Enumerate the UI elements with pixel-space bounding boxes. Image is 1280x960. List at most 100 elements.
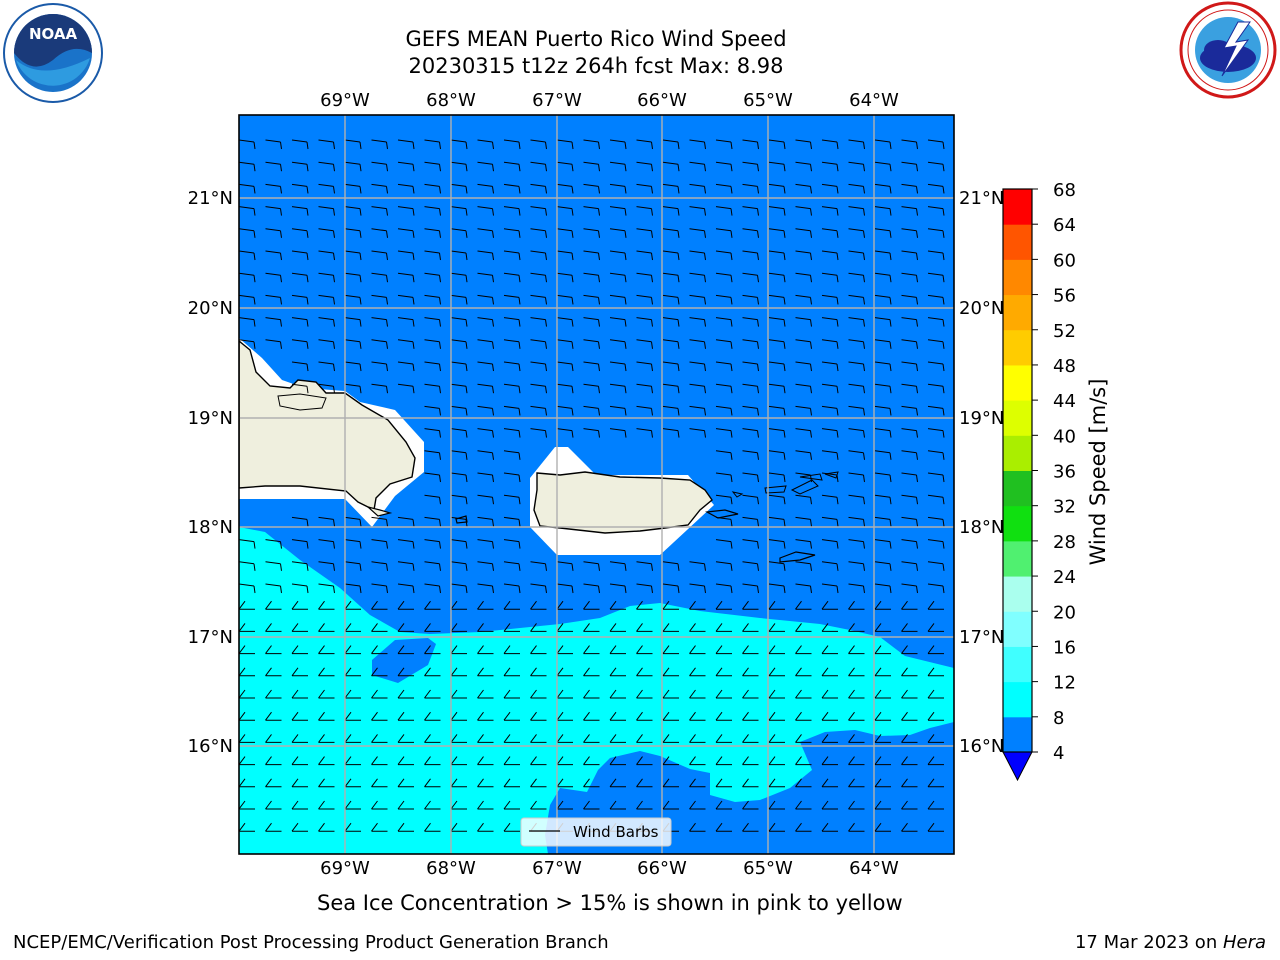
wind-barb (609, 623, 626, 632)
wind-barb (742, 516, 759, 527)
wind-barb (848, 450, 865, 460)
wind-barb (556, 561, 574, 571)
wind-barb (371, 778, 388, 788)
wind-barb (291, 800, 308, 810)
wind-barb (556, 161, 574, 172)
wind-barb (848, 472, 865, 483)
wind-barb (609, 183, 627, 194)
wind-barb (742, 139, 759, 150)
wind-barb (291, 561, 309, 571)
wind-barb (689, 756, 706, 766)
wind-barb (344, 317, 362, 327)
wind-barb (424, 583, 441, 594)
wind-barb (662, 583, 680, 594)
wind-barb (556, 756, 573, 766)
wind-barb (477, 800, 494, 810)
wind-barb (874, 139, 892, 150)
wind-barb (530, 339, 547, 349)
wind-barb (795, 539, 812, 549)
wind-barb (662, 428, 680, 438)
wind-barb (848, 778, 865, 788)
wind-barb (689, 228, 706, 238)
lon-labels-bottom: 69°W 68°W 67°W 66°W 65°W 64°W (320, 858, 899, 879)
wind-barb (318, 317, 335, 327)
wind-barb (927, 405, 945, 416)
wind-barb (556, 667, 573, 677)
wind-barb (530, 600, 547, 610)
colorbar-extend (1002, 751, 1033, 782)
footer-machine: Hera (1222, 932, 1266, 953)
wind-barb (689, 383, 706, 394)
wind-barb (265, 822, 282, 832)
wind-barb (424, 161, 441, 172)
wind-barb (848, 383, 865, 394)
wind-barb (927, 800, 944, 810)
wind-barb (291, 711, 308, 721)
wind-barb (291, 645, 308, 655)
colorbar-tick-label: 36 (1053, 462, 1076, 483)
wind-barb (530, 272, 547, 283)
colorbar-tick-label: 40 (1053, 426, 1076, 447)
wind-barb (344, 561, 362, 571)
wind-barb (821, 822, 838, 832)
lat-label-left: 18°N (188, 517, 233, 538)
wind-barb (291, 734, 308, 743)
wind-barb (583, 383, 600, 394)
wind-barb (742, 583, 759, 594)
wind-barb (344, 822, 361, 832)
wind-barb (768, 183, 786, 194)
map-panel (239, 115, 954, 854)
lat-label-right: 17°N (959, 627, 1004, 648)
wind-barb (821, 539, 839, 549)
wind-barb (371, 645, 388, 655)
wind-barb (503, 778, 520, 788)
sea-ice-note: Sea Ice Concentration > 15% is shown in … (317, 891, 903, 915)
wind-barb (556, 361, 574, 372)
wind-barb (477, 339, 494, 349)
wind-barb (901, 623, 918, 632)
wind-barb (636, 734, 653, 743)
wind-barb (371, 228, 388, 238)
wind-barb (848, 161, 865, 172)
wind-barb (291, 272, 309, 283)
lon-label-bottom: 65°W (743, 858, 793, 879)
wind-barb (768, 623, 785, 632)
wind-barb (503, 228, 521, 238)
wind-barb (742, 600, 759, 610)
wind-barb (583, 139, 600, 150)
colorbar-tick-label: 20 (1053, 602, 1076, 623)
wind-barb (636, 272, 653, 283)
wind-barb (477, 450, 494, 460)
wind-barb (371, 294, 388, 305)
wind-barb (291, 383, 309, 394)
wind-barb (397, 161, 415, 172)
wind-barb (424, 294, 441, 305)
wind-barb (397, 183, 415, 194)
wind-barb (715, 228, 733, 238)
wind-barb (795, 161, 812, 172)
wind-barb (742, 756, 759, 766)
wind-barb (265, 667, 282, 677)
wind-barb (318, 822, 335, 832)
wind-barb (503, 600, 520, 610)
wind-barb (609, 645, 626, 655)
wind-barb (689, 645, 706, 655)
wind-barb (239, 294, 256, 305)
wind-barb (742, 778, 759, 788)
wind-barb (927, 561, 945, 571)
wind-barb (424, 623, 441, 632)
wind-barb (450, 516, 468, 527)
wind-barb (477, 667, 494, 677)
wind-barb (477, 272, 494, 283)
lat-label-left: 19°N (188, 408, 233, 429)
wind-barb (583, 294, 600, 305)
wind-barb (821, 516, 839, 527)
wind-barb (609, 711, 626, 721)
wind-barb (768, 206, 786, 216)
wind-barb (397, 272, 415, 283)
wind-barb (477, 756, 494, 766)
lon-label-bottom: 64°W (849, 858, 899, 879)
wind-barb (609, 272, 627, 283)
wind-barb (344, 383, 362, 394)
wind-barb (503, 800, 520, 810)
